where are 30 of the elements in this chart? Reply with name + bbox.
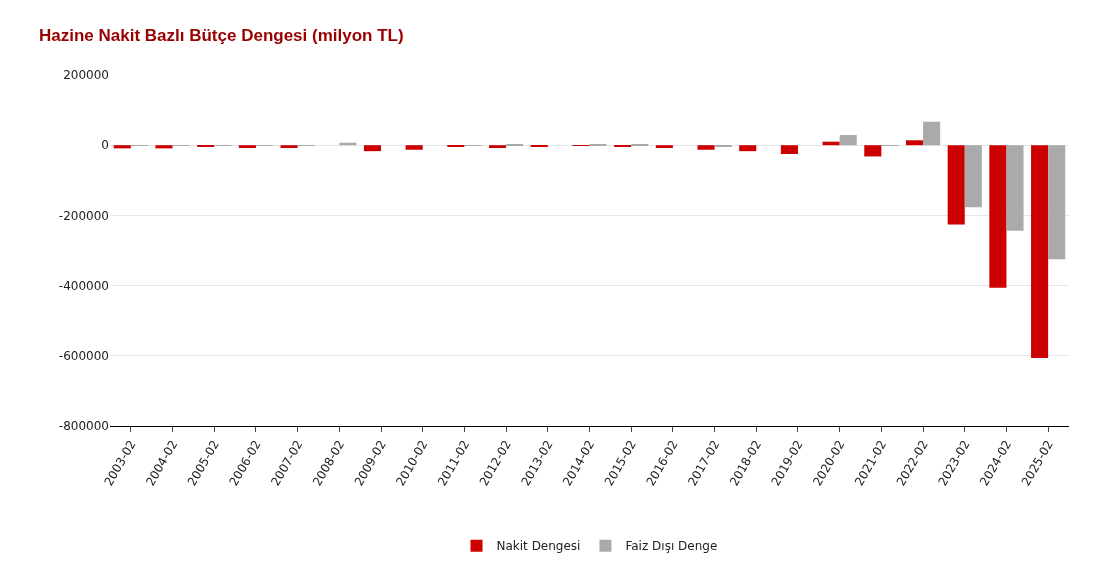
bar <box>989 145 1007 288</box>
bar <box>1006 145 1024 231</box>
bar <box>280 145 298 149</box>
y-tick-label: -200000 <box>58 208 109 223</box>
y-tick-label: -800000 <box>58 419 109 434</box>
bar <box>839 135 857 146</box>
bar <box>923 121 941 146</box>
legend-label: Nakit Dengesi <box>496 539 581 554</box>
bar <box>739 145 757 152</box>
y-tick-label: 0 <box>101 138 109 153</box>
bar <box>864 145 882 157</box>
bar <box>1048 145 1066 260</box>
bar <box>655 145 673 149</box>
bar <box>905 140 924 146</box>
legend-label: Faiz Dışı Denge <box>625 539 718 554</box>
y-tick-label: -400000 <box>58 278 109 293</box>
bar <box>155 145 173 149</box>
bar <box>489 145 507 149</box>
y-tick-label: 200000 <box>63 68 109 83</box>
bar <box>780 145 798 154</box>
bar <box>405 145 423 150</box>
bar <box>964 145 982 208</box>
chart-title: Hazine Nakit Bazlı Bütçe Dengesi (milyon TL) <box>38 25 404 45</box>
bar <box>238 145 256 149</box>
bar <box>1031 145 1049 358</box>
bar <box>947 145 965 225</box>
y-tick-label: -600000 <box>58 349 109 363</box>
bar <box>697 145 715 150</box>
bar <box>113 145 131 149</box>
bar <box>363 145 382 152</box>
